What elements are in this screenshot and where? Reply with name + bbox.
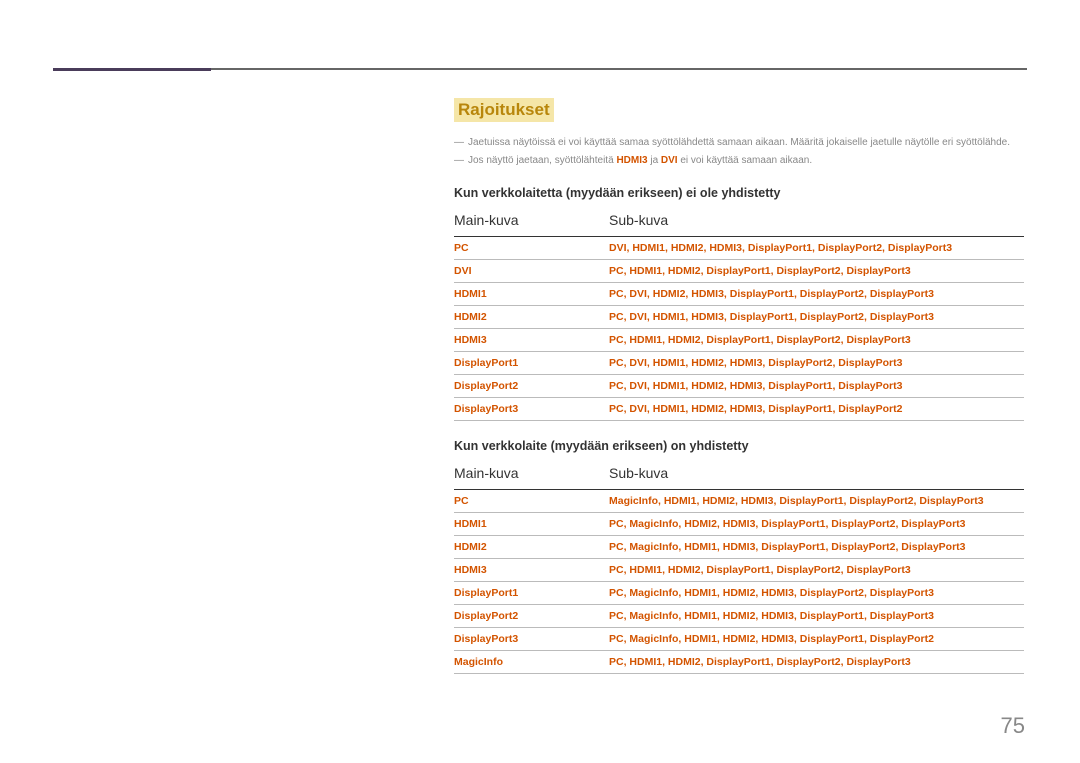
table-2: Main-kuva Sub-kuva PCMagicInfo, HDMI1, H… xyxy=(454,459,1024,674)
cell-sub: PC, HDMI1, HDMI2, DisplayPort1, DisplayP… xyxy=(609,260,1024,283)
table1-col-sub: Sub-kuva xyxy=(609,206,1024,237)
note-2-mid: ja xyxy=(648,155,661,166)
note-2-hdmi3: HDMI3 xyxy=(616,155,647,166)
cell-main: MagicInfo xyxy=(454,651,609,674)
cell-sub: PC, DVI, HDMI1, HDMI2, HDMI3, DisplayPor… xyxy=(609,398,1024,421)
table-row: HDMI1PC, MagicInfo, HDMI2, HDMI3, Displa… xyxy=(454,513,1024,536)
table2-col-main: Main-kuva xyxy=(454,459,609,490)
table-row: DisplayPort1PC, MagicInfo, HDMI1, HDMI2,… xyxy=(454,582,1024,605)
cell-main: HDMI2 xyxy=(454,536,609,559)
table-row: HDMI2PC, DVI, HDMI1, HDMI3, DisplayPort1… xyxy=(454,306,1024,329)
cell-main: DisplayPort2 xyxy=(454,605,609,628)
cell-main: DisplayPort2 xyxy=(454,375,609,398)
cell-main: DisplayPort1 xyxy=(454,352,609,375)
cell-sub: PC, MagicInfo, HDMI2, HDMI3, DisplayPort… xyxy=(609,513,1024,536)
note-2-pre: Jos näyttö jaetaan, syöttölähteitä xyxy=(468,155,616,166)
cell-sub: PC, HDMI1, HDMI2, DisplayPort1, DisplayP… xyxy=(609,329,1024,352)
cell-sub: PC, MagicInfo, HDMI1, HDMI3, DisplayPort… xyxy=(609,536,1024,559)
table-row: MagicInfoPC, HDMI1, HDMI2, DisplayPort1,… xyxy=(454,651,1024,674)
cell-main: PC xyxy=(454,490,609,513)
cell-main: HDMI3 xyxy=(454,559,609,582)
table-row: DisplayPort3PC, DVI, HDMI1, HDMI2, HDMI3… xyxy=(454,398,1024,421)
cell-sub: MagicInfo, HDMI1, HDMI2, HDMI3, DisplayP… xyxy=(609,490,1024,513)
table-row: DVIPC, HDMI1, HDMI2, DisplayPort1, Displ… xyxy=(454,260,1024,283)
top-rule-accent xyxy=(53,68,211,71)
cell-main: DVI xyxy=(454,260,609,283)
cell-sub: DVI, HDMI1, HDMI2, HDMI3, DisplayPort1, … xyxy=(609,237,1024,260)
cell-main: PC xyxy=(454,237,609,260)
cell-sub: PC, MagicInfo, HDMI1, HDMI2, HDMI3, Disp… xyxy=(609,628,1024,651)
cell-main: DisplayPort3 xyxy=(454,628,609,651)
table1-col-main: Main-kuva xyxy=(454,206,609,237)
table-row: PCDVI, HDMI1, HDMI2, HDMI3, DisplayPort1… xyxy=(454,237,1024,260)
table-1: Main-kuva Sub-kuva PCDVI, HDMI1, HDMI2, … xyxy=(454,206,1024,421)
cell-sub: PC, DVI, HDMI1, HDMI2, HDMI3, DisplayPor… xyxy=(609,352,1024,375)
cell-sub: PC, DVI, HDMI2, HDMI3, DisplayPort1, Dis… xyxy=(609,283,1024,306)
note-2-dvi: DVI xyxy=(661,155,678,166)
cell-sub: PC, DVI, HDMI1, HDMI2, HDMI3, DisplayPor… xyxy=(609,375,1024,398)
table2-heading: Kun verkkolaite (myydään erikseen) on yh… xyxy=(454,439,1024,453)
cell-sub: PC, MagicInfo, HDMI1, HDMI2, HDMI3, Disp… xyxy=(609,582,1024,605)
main-content: Rajoitukset ― Jaetuissa näytöissä ei voi … xyxy=(454,98,1024,674)
cell-main: DisplayPort3 xyxy=(454,398,609,421)
table2-body: PCMagicInfo, HDMI1, HDMI2, HDMI3, Displa… xyxy=(454,490,1024,674)
cell-main: HDMI3 xyxy=(454,329,609,352)
cell-main: DisplayPort1 xyxy=(454,582,609,605)
table1-body: PCDVI, HDMI1, HDMI2, HDMI3, DisplayPort1… xyxy=(454,237,1024,421)
dash-icon: ― xyxy=(454,137,464,148)
table-row: HDMI1PC, DVI, HDMI2, HDMI3, DisplayPort1… xyxy=(454,283,1024,306)
note-2: ― Jos näyttö jaetaan, syöttölähteitä HDMI… xyxy=(454,154,1024,168)
table-row: PCMagicInfo, HDMI1, HDMI2, HDMI3, Displa… xyxy=(454,490,1024,513)
note-1: ― Jaetuissa näytöissä ei voi käyttää sama… xyxy=(454,136,1024,150)
table-row: DisplayPort2PC, DVI, HDMI1, HDMI2, HDMI3… xyxy=(454,375,1024,398)
table2-col-sub: Sub-kuva xyxy=(609,459,1024,490)
cell-sub: PC, HDMI1, HDMI2, DisplayPort1, DisplayP… xyxy=(609,651,1024,674)
note-2-post: ei voi käyttää samaan aikaan. xyxy=(678,155,813,166)
cell-sub: PC, DVI, HDMI1, HDMI3, DisplayPort1, Dis… xyxy=(609,306,1024,329)
table1-heading: Kun verkkolaitetta (myydään erikseen) ei… xyxy=(454,186,1024,200)
table-row: DisplayPort3PC, MagicInfo, HDMI1, HDMI2,… xyxy=(454,628,1024,651)
table-row: HDMI3PC, HDMI1, HDMI2, DisplayPort1, Dis… xyxy=(454,329,1024,352)
cell-sub: PC, MagicInfo, HDMI1, HDMI2, HDMI3, Disp… xyxy=(609,605,1024,628)
page-number: 75 xyxy=(1001,713,1025,739)
cell-main: HDMI1 xyxy=(454,513,609,536)
table-row: HDMI2PC, MagicInfo, HDMI1, HDMI3, Displa… xyxy=(454,536,1024,559)
table-row: DisplayPort2PC, MagicInfo, HDMI1, HDMI2,… xyxy=(454,605,1024,628)
table-row: DisplayPort1PC, DVI, HDMI1, HDMI2, HDMI3… xyxy=(454,352,1024,375)
note-1-text: Jaetuissa näytöissä ei voi käyttää samaa… xyxy=(468,137,1010,148)
cell-main: HDMI2 xyxy=(454,306,609,329)
cell-main: HDMI1 xyxy=(454,283,609,306)
dash-icon: ― xyxy=(454,155,464,166)
section-title: Rajoitukset xyxy=(454,98,554,122)
table-row: HDMI3PC, HDMI1, HDMI2, DisplayPort1, Dis… xyxy=(454,559,1024,582)
cell-sub: PC, HDMI1, HDMI2, DisplayPort1, DisplayP… xyxy=(609,559,1024,582)
